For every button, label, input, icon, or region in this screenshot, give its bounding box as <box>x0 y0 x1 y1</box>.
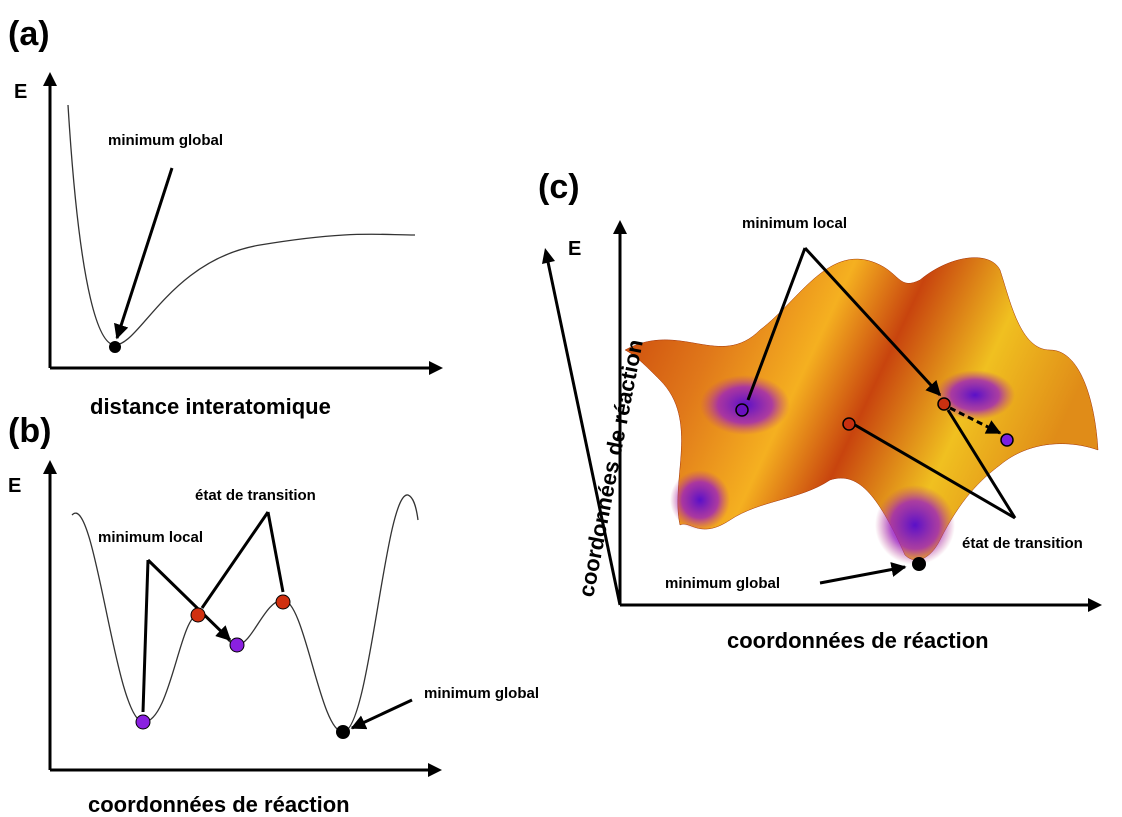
axes <box>48 470 433 772</box>
axis-x-label: coordonnées de réaction <box>88 792 350 817</box>
surface-well <box>670 470 730 530</box>
annotation: minimum local <box>742 215 847 232</box>
arrows <box>746 246 940 400</box>
arrows <box>819 409 1017 585</box>
potential-curve <box>71 494 419 733</box>
point <box>229 637 245 653</box>
panel-label: (a) <box>8 15 50 53</box>
annotation: état de transition <box>962 535 1083 552</box>
axes <box>48 80 435 370</box>
axis-x-label: distance interatomique <box>90 394 331 419</box>
point <box>336 725 350 739</box>
axis-heads <box>43 460 442 777</box>
point <box>912 557 926 571</box>
point <box>109 341 121 353</box>
axis-y-label: E <box>8 475 21 497</box>
surface-well <box>935 370 1015 420</box>
axis-y-label: E <box>14 81 27 103</box>
surface-well <box>875 485 955 565</box>
panel-label: (b) <box>8 412 51 450</box>
point <box>735 403 749 417</box>
point <box>1000 433 1014 447</box>
axis-x-label: coordonnées de réaction <box>727 628 989 653</box>
point <box>937 397 951 411</box>
arrow <box>350 698 413 730</box>
annotation: minimum global <box>665 575 780 592</box>
potential-curve <box>67 104 416 346</box>
annotation: état de transition <box>195 487 316 504</box>
annotation: minimum global <box>108 132 223 149</box>
point <box>842 417 856 431</box>
panel-c: (c) E minimum local état de transition m… <box>538 168 1102 653</box>
annotation: minimum global <box>424 685 539 702</box>
point <box>275 594 291 610</box>
axis-heads <box>43 72 443 375</box>
panel-b: (b) E état de transition minimum local m… <box>8 412 539 817</box>
arrow <box>114 167 174 340</box>
point <box>135 714 151 730</box>
arrows <box>141 511 285 713</box>
axis-y-label: E <box>568 238 581 260</box>
panel-a: (a) E minimum global distance interatomi… <box>8 15 443 419</box>
panel-label: (c) <box>538 168 580 206</box>
annotation: minimum local <box>98 529 203 546</box>
axes <box>546 232 1090 607</box>
point <box>190 607 206 623</box>
